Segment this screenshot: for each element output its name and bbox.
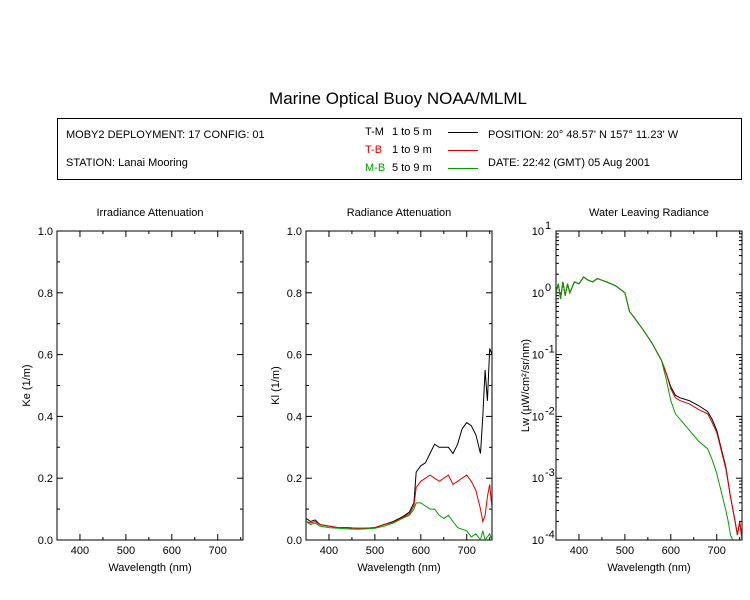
- x-tick-label: 500: [616, 545, 634, 557]
- info-box: MOBY2 DEPLOYMENT: 17 CONFIG: 01 STATION:…: [57, 118, 742, 180]
- series-line-m-b: [556, 276, 734, 540]
- y-tick-label: 10: [532, 226, 544, 238]
- y-tick-label: 0.8: [287, 288, 302, 300]
- y-axis-label: Ke (1/m): [21, 364, 33, 406]
- y-tick-label: 0.6: [38, 350, 53, 362]
- deployment-text: MOBY2 DEPLOYMENT: 17 CONFIG: 01: [66, 129, 265, 141]
- x-tick-label: 700: [209, 545, 227, 557]
- y-tick-exponent: -3: [545, 467, 555, 479]
- x-tick-label: 700: [708, 545, 726, 557]
- x-axis-label: Wavelength (nm): [607, 562, 690, 574]
- y-tick-label: 0.8: [38, 288, 53, 300]
- plot-frame: [305, 230, 493, 541]
- y-tick-label: 0.0: [287, 535, 302, 547]
- y-tick-label: 10: [532, 288, 544, 300]
- legend-range-tb: 1 to 9 m: [392, 144, 432, 156]
- y-tick-label: 10: [532, 411, 544, 423]
- legend-code-tb: T-B: [365, 144, 383, 156]
- legend-swatch-tm: [448, 132, 478, 133]
- y-tick-label: 0.2: [38, 473, 53, 485]
- x-tick-label: 400: [570, 545, 588, 557]
- y-tick-label: 0.0: [38, 535, 53, 547]
- chart-title: Irradiance Attenuation: [96, 207, 203, 219]
- chart-panel-1: Irradiance Attenuation 400 500 600 700 0.0 0.2…: [21, 207, 244, 574]
- y-tick-label: 0.4: [38, 411, 53, 423]
- date-text: DATE: 22:42 (GMT) 05 Aug 2001: [488, 157, 650, 169]
- x-tick-label: 400: [71, 545, 89, 557]
- legend-range-tm: 1 to 5 m: [392, 126, 432, 138]
- legend-swatch-tb: [448, 150, 478, 151]
- x-axis-label: Wavelength (nm): [108, 562, 191, 574]
- y-axis-label: Lw (µW/cm²/sr/nm): [520, 339, 532, 432]
- x-tick-label: 500: [117, 545, 135, 557]
- position-text: POSITION: 20° 48.57' N 157° 11.23' W: [488, 129, 679, 141]
- y-tick-exponent: -2: [545, 405, 555, 417]
- y-tick-label: 1.0: [287, 226, 302, 238]
- plot-frame: [555, 230, 743, 541]
- y-tick-label: 10: [532, 535, 544, 547]
- x-tick-label: 400: [320, 545, 338, 557]
- chart-panel-2: Radiance Attenuation 400 500 600 700 0.0 0.2 0.…: [270, 207, 493, 574]
- y-tick-label: 0.2: [287, 473, 302, 485]
- y-tick-exponent: -1: [545, 344, 555, 356]
- y-tick-label: 10: [532, 473, 544, 485]
- x-tick-label: 600: [412, 545, 430, 557]
- series-line-m-b: [306, 502, 492, 540]
- y-axis-label: Kl (1/m): [270, 366, 282, 405]
- page-title: Marine Optical Buoy NOAA/MLML: [269, 89, 527, 108]
- series-line-t-b: [556, 276, 742, 540]
- series-line-t-b: [306, 474, 492, 529]
- y-tick-label: 1.0: [38, 226, 53, 238]
- station-text: STATION: Lanai Mooring: [66, 157, 188, 169]
- legend-code-tm: T-M: [365, 126, 384, 138]
- plot-frame: [56, 230, 244, 541]
- x-tick-label: 600: [163, 545, 181, 557]
- x-tick-label: 500: [366, 545, 384, 557]
- chart-title: Radiance Attenuation: [347, 207, 452, 219]
- x-axis-label: Wavelength (nm): [357, 562, 440, 574]
- series-line-t-m: [306, 348, 492, 529]
- y-tick-exponent: -4: [545, 529, 555, 541]
- x-tick-label: 700: [458, 545, 476, 557]
- y-tick-label: 0.4: [287, 411, 302, 423]
- y-tick-label: 10: [532, 350, 544, 362]
- legend-range-mb: 5 to 9 m: [392, 162, 432, 174]
- legend-code-mb: M-B: [365, 162, 386, 174]
- x-tick-label: 600: [662, 545, 680, 557]
- legend-swatch-mb: [448, 168, 478, 169]
- series-line-t-m: [556, 276, 742, 540]
- y-tick-exponent: 0: [545, 282, 551, 294]
- y-tick-label: 0.6: [287, 350, 302, 362]
- y-tick-exponent: 1: [545, 220, 551, 232]
- chart-title: Water Leaving Radiance: [589, 207, 709, 219]
